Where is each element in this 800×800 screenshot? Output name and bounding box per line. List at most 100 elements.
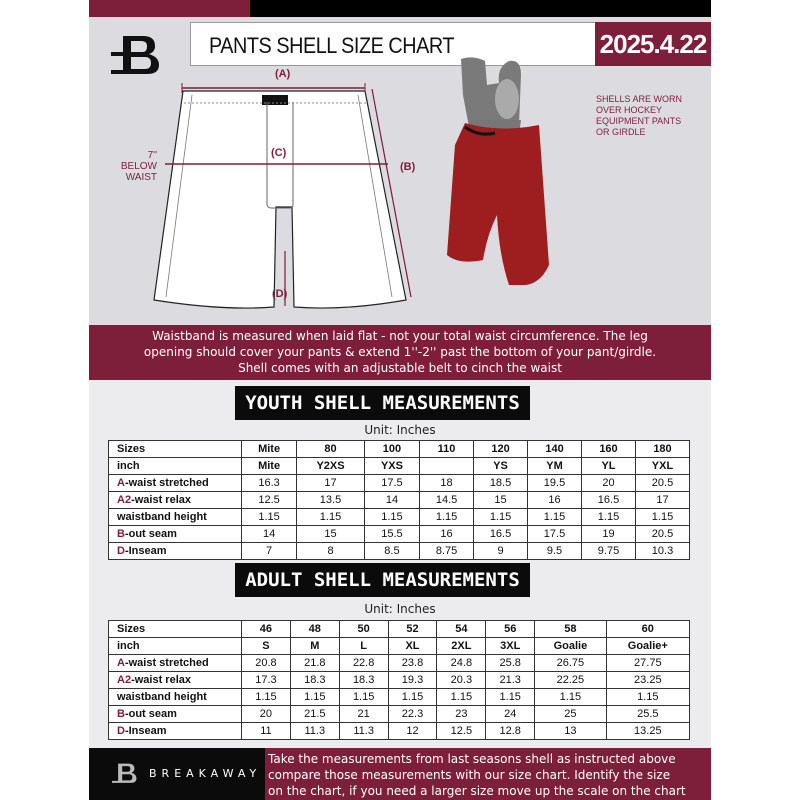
row-label-prefix: D (117, 725, 125, 737)
footer-brand-name: BREAKAWAY (149, 767, 262, 780)
table-cell: 19.5 (527, 474, 582, 492)
measurement-banner: Waistband is measured when laid flat - n… (89, 325, 711, 380)
table-cell: 1.15 (241, 688, 291, 706)
banner-line: opening should cover your pants & extend… (143, 345, 657, 359)
table-cell: 16 (527, 491, 582, 509)
table-cell: 46 (241, 620, 291, 638)
table-cell: 1.15 (527, 508, 582, 526)
table-cell: 180 (634, 440, 691, 458)
table-cell: 24.8 (436, 654, 487, 672)
table-cell: 58 (534, 620, 607, 638)
table-row: waistband height 1.15 1.15 1.15 1.15 1.15 1.15… (108, 508, 691, 526)
row-label-text: -Inseam (124, 725, 167, 737)
row-label-prefix: A2 (117, 674, 132, 686)
row-label: inch (108, 457, 242, 475)
row-label: B-out seam (108, 525, 242, 543)
youth-section-title: YOUTH SHELL MEASUREMENTS (235, 386, 530, 420)
table-cell: Mite (240, 440, 298, 458)
label-a: (A) (275, 68, 291, 80)
top-black-bar (250, 0, 711, 17)
table-cell: YM (527, 457, 582, 475)
table-cell: 18.3 (289, 671, 340, 689)
table-cell: YL (581, 457, 636, 475)
row-label: A2-waist relax (108, 671, 242, 689)
table-cell: 1.15 (363, 508, 421, 526)
table-row: inch S M L XL 2XL 3XL Goalie Goalie+ (108, 637, 691, 655)
table-cell: 8.5 (363, 542, 421, 560)
table-cell: Goalie (534, 637, 607, 655)
table-cell (419, 457, 475, 475)
table-cell: 20.5 (634, 525, 691, 543)
table-row: A-waist stretched 16.3 17 17.5 18 18.5 19.5 20 2… (108, 474, 691, 492)
row-label-text: -waist relax (131, 674, 191, 686)
table-cell: 15 (296, 525, 365, 543)
table-cell: 25.8 (485, 654, 536, 672)
table-cell: 1.15 (485, 688, 536, 706)
row-label: waistband height (108, 688, 242, 706)
table-cell: 15.5 (363, 525, 421, 543)
banner-line: Shell comes with an adjustable belt to c… (238, 361, 562, 375)
table-cell: 16 (419, 525, 475, 543)
table-cell: 22.3 (387, 705, 438, 723)
row-label-text: Sizes (117, 623, 146, 635)
red-shell-photo (447, 57, 549, 286)
row-label: Sizes (108, 440, 242, 458)
table-cell: 25.5 (605, 705, 691, 723)
table-cell: 16.3 (240, 474, 298, 492)
table-cell: 13.5 (296, 491, 365, 509)
table-cell: 21.8 (289, 654, 340, 672)
table-cell: 140 (527, 440, 582, 458)
row-label-prefix: D (117, 545, 125, 557)
table-cell: 10.3 (634, 542, 691, 560)
table-cell: 18.5 (473, 474, 529, 492)
table-cell: 23.8 (387, 654, 438, 672)
table-cell: 17.5 (527, 525, 582, 543)
table-cell: XL (387, 637, 438, 655)
table-cell: 80 (296, 440, 365, 458)
table-cell: 12.8 (485, 722, 536, 740)
table-cell: 60 (605, 620, 691, 638)
table-cell: YXL (634, 457, 691, 475)
row-label-text: Sizes (117, 443, 146, 455)
row-label-prefix: B (117, 708, 125, 720)
table-cell: 20.3 (436, 671, 487, 689)
footer-line: on the chart, if you need a larger size … (268, 784, 686, 798)
adult-unit: Unit: Inches (364, 602, 436, 616)
table-cell: 26.75 (534, 654, 607, 672)
row-label: D-Inseam (108, 542, 242, 560)
footer-line: compare those measurements with our size… (268, 768, 671, 782)
row-label-prefix: A (117, 477, 125, 489)
row-label: waistband height (108, 508, 242, 526)
table-cell: 13.25 (605, 722, 691, 740)
table-cell: 52 (387, 620, 438, 638)
table-cell: 18.3 (338, 671, 389, 689)
table-row: Sizes 46 48 50 52 54 56 58 60 (108, 620, 691, 638)
table-cell: 22.25 (534, 671, 607, 689)
row-label-text: waistband height (117, 691, 207, 703)
table-cell: 120 (473, 440, 529, 458)
table-cell: 14 (363, 491, 421, 509)
label-b: (B) (400, 161, 416, 173)
table-cell: 11.3 (338, 722, 389, 740)
row-label: A-waist stretched (108, 474, 242, 492)
row-label: inch (108, 637, 242, 655)
table-cell: 1.15 (289, 688, 340, 706)
row-label-text: waistband height (117, 511, 207, 523)
shell-note-line: OVER HOCKEY (596, 105, 663, 115)
shorts-diagram (153, 83, 412, 309)
row-label: A-waist stretched (108, 654, 242, 672)
row-label-prefix: A2 (117, 494, 132, 506)
shell-note-line: EQUIPMENT PANTS (596, 116, 682, 126)
table-row: A2-waist relax 12.5 13.5 14 14.5 15 16 16.5 17 (108, 491, 691, 509)
shell-note: SHELLS ARE WORN OVER HOCKEY EQUIPMENT PA… (596, 94, 682, 138)
table-cell: S (241, 637, 291, 655)
table-cell: 2XL (436, 637, 487, 655)
table-cell: 100 (363, 440, 421, 458)
row-label-text: -out seam (124, 708, 177, 720)
row-label: Sizes (108, 620, 242, 638)
table-cell: YXS (363, 457, 421, 475)
table-cell: 16.5 (473, 525, 529, 543)
table-cell: 1.15 (240, 508, 298, 526)
table-cell: 56 (485, 620, 536, 638)
table-cell: M (289, 637, 340, 655)
